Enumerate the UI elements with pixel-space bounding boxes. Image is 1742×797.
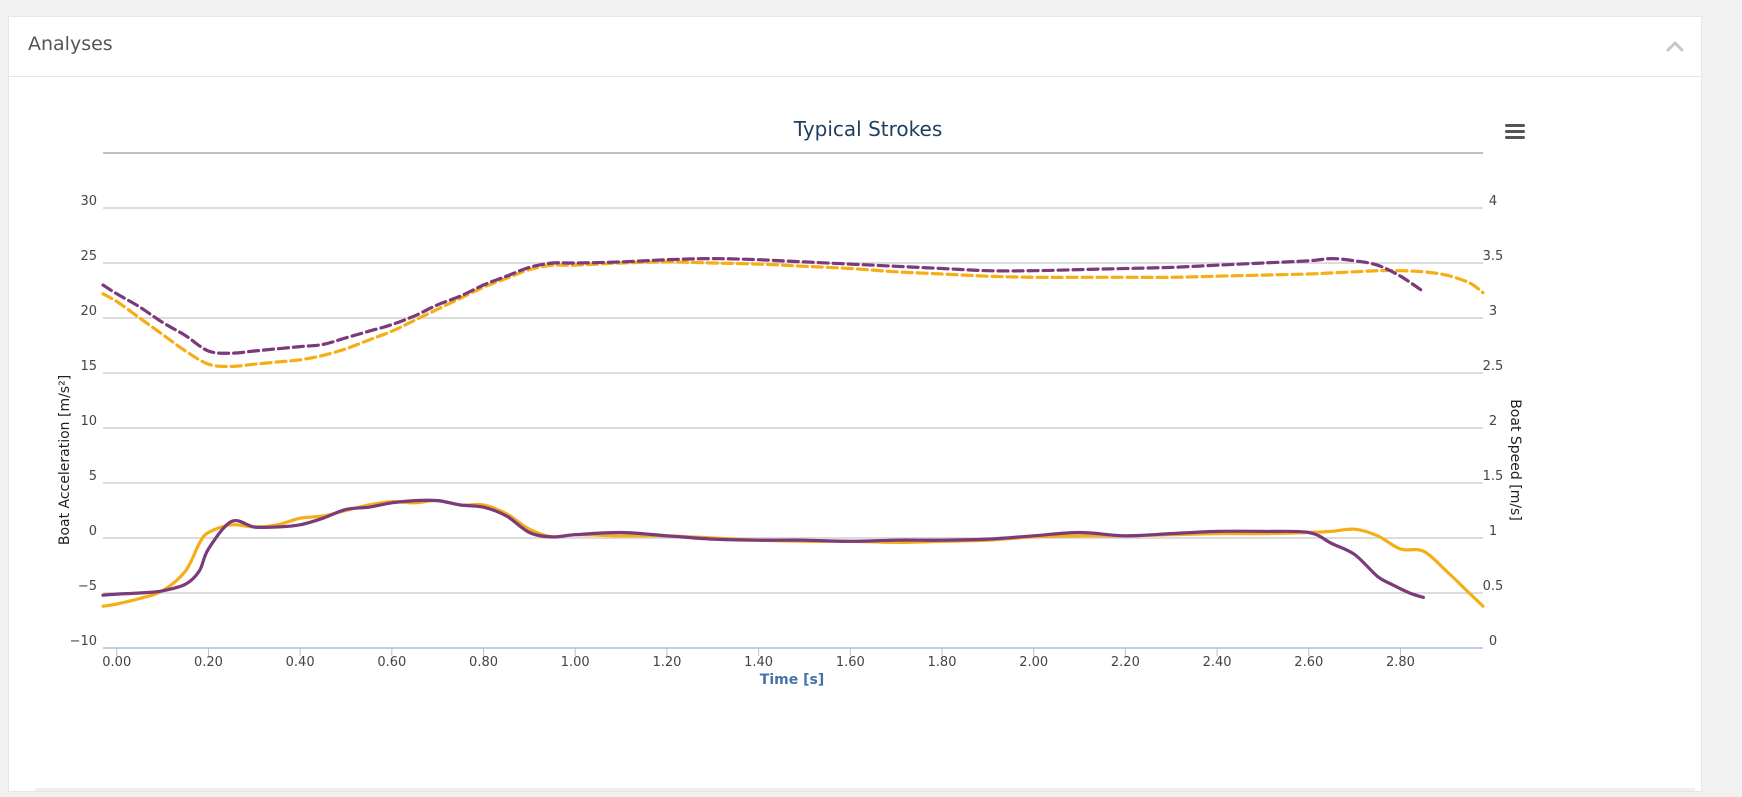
y-axis-right-title: Boat Speed [m/s]: [1507, 399, 1523, 521]
x-axis-ticks: 0.00 0.20 0.40 0.60 0.80 1.00 1.20 1.40 1.60 1.80…: [102, 648, 1415, 670]
x-tick-label: 2.60: [1294, 655, 1323, 670]
y-left-tick-label: 30: [80, 194, 97, 209]
y-left-tick-label: −5: [78, 579, 97, 594]
analyses-panel: Analyses Typical Strokes 30 25 20 15 10 5 0 −5−…: [8, 16, 1702, 792]
x-tick-label: 0.60: [377, 655, 406, 670]
x-tick-label: 0.20: [194, 655, 223, 670]
y-left-tick-label: 0: [89, 524, 97, 539]
y-right-tick-label: 1: [1489, 524, 1497, 539]
acceleration-series-line-3: [101, 498, 1425, 599]
x-axis-title: Time [s]: [760, 672, 824, 688]
y-left-tick-label: 10: [80, 414, 97, 429]
y-left-tick-label: 25: [80, 249, 97, 264]
y-right-tick-label: 3: [1489, 304, 1497, 319]
x-tick-label: 1.60: [836, 655, 865, 670]
x-tick-label: 0.40: [286, 655, 315, 670]
typical-strokes-chart: Typical Strokes 30 25 20 15 10 5 0 −5 −10 4 3.5 3 2…: [9, 77, 1703, 793]
x-tick-label: 1.00: [561, 655, 590, 670]
panel-header[interactable]: Analyses: [9, 17, 1701, 77]
left-axis-ticks: 30 25 20 15 10 5 0 −5 −10: [70, 194, 97, 649]
y-axis-left-title: Boat Acceleration [m/s²]: [57, 375, 73, 545]
acceleration-series-line-2: [101, 498, 1485, 608]
y-right-tick-label: 1.5: [1483, 469, 1504, 484]
chevron-up-icon[interactable]: [1663, 35, 1687, 57]
speed-series-line-0: [101, 260, 1485, 369]
x-tick-label: 2.00: [1019, 655, 1048, 670]
y-right-tick-label: 0.5: [1483, 579, 1504, 594]
y-left-tick-label: 5: [89, 469, 97, 484]
speed-series-line-1: [101, 257, 1425, 355]
y-left-tick-label: 15: [80, 359, 97, 374]
y-right-tick-label: 0: [1489, 634, 1497, 649]
series-layer: [101, 257, 1485, 608]
x-tick-label: 2.80: [1386, 655, 1415, 670]
y-right-tick-label: 2.5: [1483, 359, 1504, 374]
panel-footer-divider: [35, 788, 1695, 791]
panel-title: Analyses: [28, 33, 113, 55]
x-tick-label: 0.00: [102, 655, 131, 670]
y-right-tick-label: 4: [1489, 194, 1497, 209]
hamburger-menu-icon[interactable]: [1504, 123, 1526, 141]
x-tick-label: 1.40: [744, 655, 773, 670]
right-axis-ticks: 4 3.5 3 2.5 2 1.5 1 0.5 0: [1483, 194, 1504, 649]
x-tick-label: 1.20: [652, 655, 681, 670]
x-tick-label: 1.80: [928, 655, 957, 670]
x-tick-label: 2.20: [1111, 655, 1140, 670]
y-right-tick-label: 2: [1489, 414, 1497, 429]
y-left-tick-label: 20: [80, 304, 97, 319]
grid-lines: [103, 207, 1483, 649]
x-tick-label: 2.40: [1203, 655, 1232, 670]
chart-title: Typical Strokes: [793, 117, 943, 141]
y-left-tick-label: −10: [70, 634, 97, 649]
y-right-tick-label: 3.5: [1483, 249, 1504, 264]
x-tick-label: 0.80: [469, 655, 498, 670]
